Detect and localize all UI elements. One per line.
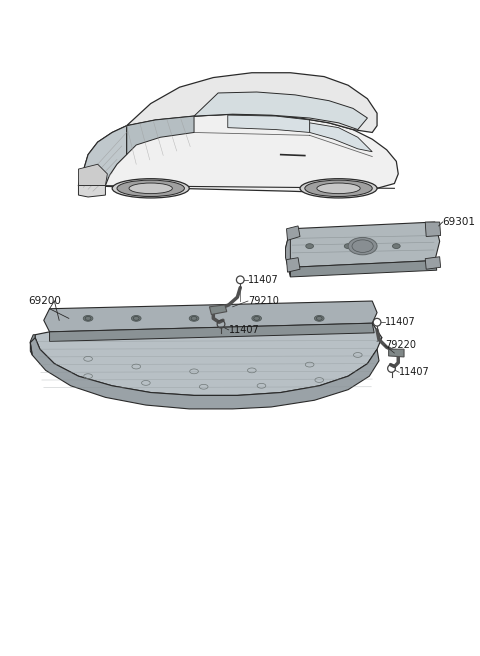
Text: 11407: 11407 (385, 318, 416, 327)
Ellipse shape (132, 316, 141, 321)
Ellipse shape (348, 237, 377, 255)
Ellipse shape (344, 244, 352, 249)
Polygon shape (78, 114, 398, 192)
Polygon shape (44, 301, 377, 332)
Polygon shape (30, 335, 35, 355)
Polygon shape (389, 349, 404, 357)
Polygon shape (127, 116, 194, 155)
Ellipse shape (117, 180, 184, 197)
Polygon shape (127, 73, 377, 133)
Ellipse shape (300, 178, 377, 198)
Polygon shape (78, 126, 127, 186)
Polygon shape (310, 123, 372, 152)
Polygon shape (287, 226, 300, 240)
Polygon shape (286, 222, 440, 267)
Text: 79220: 79220 (385, 340, 416, 350)
Polygon shape (425, 222, 441, 237)
Polygon shape (78, 186, 106, 197)
Text: 11407: 11407 (399, 367, 430, 377)
Ellipse shape (129, 183, 172, 194)
Polygon shape (286, 229, 290, 277)
Polygon shape (425, 256, 441, 269)
Text: 11407: 11407 (248, 275, 279, 285)
Polygon shape (287, 258, 300, 272)
Ellipse shape (393, 244, 400, 249)
Polygon shape (290, 260, 437, 277)
Text: 11407: 11407 (228, 325, 260, 335)
Text: 69301: 69301 (443, 217, 476, 227)
Ellipse shape (306, 244, 313, 249)
Ellipse shape (252, 316, 262, 321)
Polygon shape (30, 338, 379, 409)
Polygon shape (209, 305, 227, 314)
Ellipse shape (314, 316, 324, 321)
Ellipse shape (305, 180, 372, 197)
Ellipse shape (317, 183, 360, 194)
Polygon shape (35, 323, 382, 396)
Polygon shape (194, 92, 367, 130)
Ellipse shape (112, 178, 189, 198)
Polygon shape (78, 164, 108, 186)
Ellipse shape (189, 316, 199, 321)
Polygon shape (49, 323, 374, 342)
Polygon shape (228, 115, 310, 133)
Text: 69200: 69200 (28, 296, 61, 306)
Ellipse shape (83, 316, 93, 321)
Text: 79210: 79210 (248, 296, 279, 306)
